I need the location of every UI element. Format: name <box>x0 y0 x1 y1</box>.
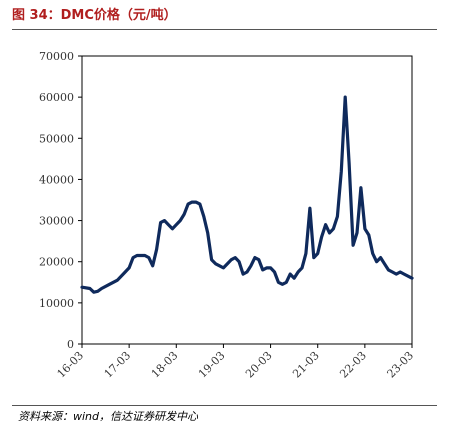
x-tick-label: 20-03 <box>243 349 275 381</box>
x-tick-label: 21-03 <box>290 349 322 381</box>
x-tick-label: 19-03 <box>196 349 228 381</box>
y-tick-label: 10000 <box>39 297 74 310</box>
x-tick-label: 17-03 <box>102 349 134 381</box>
y-tick-label: 40000 <box>39 173 74 186</box>
bottom-rule <box>12 405 437 406</box>
y-axis-ticks: 0 10000 20000 30000 40000 50000 60000 70000 <box>39 50 82 351</box>
chart-series <box>80 95 414 294</box>
y-tick-label: 30000 <box>39 215 74 228</box>
x-tick-label: 16-03 <box>55 349 87 381</box>
top-rule <box>12 29 437 30</box>
plot-frame <box>81 55 413 345</box>
x-tick-label: 22-03 <box>337 349 369 381</box>
x-axis-ticks: 16-03 17-03 18-03 19-03 20-03 21-03 22-03 23-03 <box>55 344 417 381</box>
x-tick-label: 18-03 <box>149 349 181 381</box>
figure-title: 图 34：DMC价格（元/吨） <box>12 8 177 23</box>
line-chart: 0 10000 20000 30000 40000 50000 60000 70000 16-… <box>39 50 417 381</box>
y-tick-label: 60000 <box>39 91 74 104</box>
x-tick-label: 23-03 <box>385 349 417 381</box>
chart-axes <box>81 55 413 345</box>
y-tick-label: 70000 <box>39 50 74 63</box>
y-tick-label: 50000 <box>39 132 74 145</box>
dmc-price-line <box>80 95 414 294</box>
y-tick-label: 20000 <box>39 256 74 269</box>
y-tick-label: 0 <box>67 338 74 351</box>
source-note: 资料来源：wind，信达证券研发中心 <box>18 410 199 423</box>
